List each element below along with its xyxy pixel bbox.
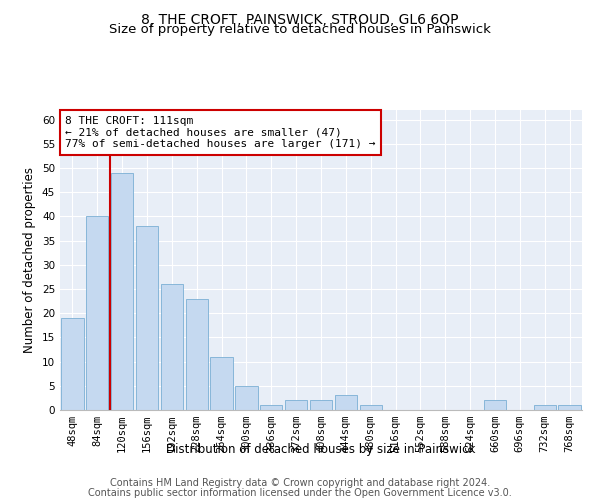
Bar bbox=[359, 405, 382, 410]
Text: 8 THE CROFT: 111sqm
← 21% of detached houses are smaller (47)
77% of semi-detach: 8 THE CROFT: 111sqm ← 21% of detached ho… bbox=[65, 116, 376, 149]
Y-axis label: Number of detached properties: Number of detached properties bbox=[23, 167, 37, 353]
Bar bbox=[211, 357, 233, 410]
Bar bbox=[111, 173, 133, 410]
Bar bbox=[161, 284, 183, 410]
Bar bbox=[136, 226, 158, 410]
Text: Contains public sector information licensed under the Open Government Licence v3: Contains public sector information licen… bbox=[88, 488, 512, 498]
Bar bbox=[260, 405, 283, 410]
Bar bbox=[185, 298, 208, 410]
Text: Contains HM Land Registry data © Crown copyright and database right 2024.: Contains HM Land Registry data © Crown c… bbox=[110, 478, 490, 488]
Text: 8, THE CROFT, PAINSWICK, STROUD, GL6 6QP: 8, THE CROFT, PAINSWICK, STROUD, GL6 6QP bbox=[141, 12, 459, 26]
Bar bbox=[533, 405, 556, 410]
Bar bbox=[285, 400, 307, 410]
Bar bbox=[235, 386, 257, 410]
Text: Size of property relative to detached houses in Painswick: Size of property relative to detached ho… bbox=[109, 22, 491, 36]
Bar bbox=[559, 405, 581, 410]
Bar bbox=[86, 216, 109, 410]
Bar bbox=[335, 396, 357, 410]
Text: Distribution of detached houses by size in Painswick: Distribution of detached houses by size … bbox=[166, 442, 476, 456]
Bar bbox=[310, 400, 332, 410]
Bar bbox=[484, 400, 506, 410]
Bar bbox=[61, 318, 83, 410]
